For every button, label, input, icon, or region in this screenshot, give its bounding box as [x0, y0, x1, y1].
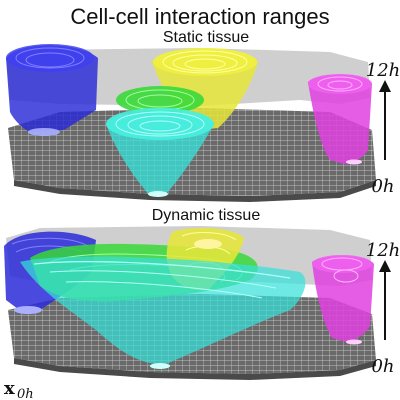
- dynamic-time-bottom-label: 0h: [371, 356, 394, 377]
- static-panel: Static tissue: [6, 29, 400, 202]
- dynamic-time-top-label: 12h: [366, 240, 400, 261]
- static-time-axis: 12h 0h: [366, 60, 400, 197]
- dynamic-magenta-cone: [312, 255, 374, 345]
- dynamic-time-axis: 12h 0h: [366, 240, 400, 377]
- dynamic-panel-label: Dynamic tissue: [152, 207, 261, 224]
- static-magenta-cone: [308, 74, 372, 165]
- dynamic-cyan-volume: [20, 256, 306, 369]
- position-label: x 0h: [4, 378, 34, 400]
- static-cyan-cone: [106, 108, 214, 197]
- figure-title: Cell-cell interaction ranges: [70, 4, 329, 29]
- static-tissue-bottom-edge: [14, 180, 376, 202]
- static-time-bottom-label: 0h: [371, 176, 394, 197]
- dynamic-tissue-bottom-edge: [14, 358, 376, 380]
- static-panel-label: Static tissue: [163, 29, 249, 46]
- static-blue-cone: [6, 44, 98, 136]
- position-symbol: x: [4, 378, 15, 399]
- static-time-top-label: 12h: [366, 60, 400, 81]
- position-subscript: 0h: [17, 387, 34, 400]
- dynamic-panel: Dynamic tissue: [4, 207, 400, 380]
